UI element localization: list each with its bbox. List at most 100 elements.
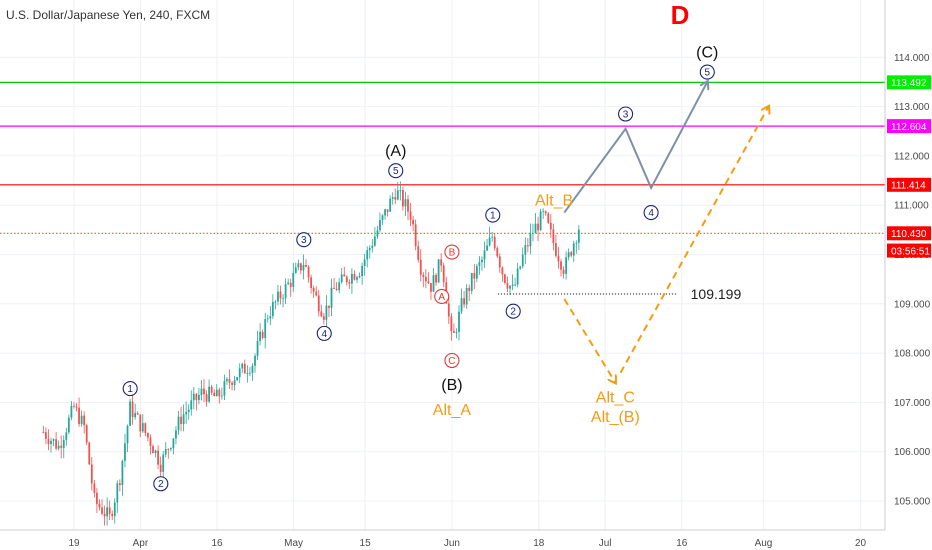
candle-body: [55, 439, 58, 449]
candle: [384, 208, 386, 220]
candle: [45, 427, 47, 445]
y-tick-label: 105.000: [894, 497, 931, 508]
candle: [106, 497, 109, 526]
candle-body: [547, 213, 550, 223]
candle-body: [376, 230, 379, 237]
candle-body: [312, 287, 315, 292]
candle-body: [361, 266, 364, 277]
candle: [368, 245, 371, 259]
candle: [187, 404, 190, 420]
candle: [287, 278, 290, 286]
candle: [297, 259, 300, 271]
price-tag: 113.492: [887, 75, 931, 90]
candle-body: [47, 438, 50, 444]
candle: [555, 235, 557, 258]
candle: [371, 238, 374, 253]
candle: [279, 285, 282, 305]
candle: [70, 401, 73, 421]
candle: [192, 386, 195, 410]
candle-body: [241, 363, 244, 369]
candle: [251, 363, 254, 381]
candle: [159, 456, 162, 477]
candle: [169, 447, 172, 452]
wave-count-label: 2: [510, 307, 516, 318]
candle-body: [287, 282, 290, 285]
x-tick-label: 16: [211, 538, 223, 549]
wave-count-label: A: [438, 292, 445, 303]
wave-count-label: 1: [127, 384, 133, 395]
wave-count-label: 3: [623, 109, 629, 120]
candle: [226, 377, 228, 385]
candle: [325, 295, 328, 330]
candle-body: [139, 414, 142, 432]
d-label: D: [671, 0, 690, 30]
candle: [379, 212, 381, 233]
candle: [310, 274, 313, 294]
candle-body: [251, 365, 254, 373]
wave-count-circle: [296, 232, 312, 248]
candle-body: [73, 405, 75, 407]
candle-body: [391, 197, 394, 199]
candle: [404, 191, 407, 216]
candle: [322, 312, 325, 325]
y-tick-label: 108.000: [894, 349, 931, 360]
price-tag: 110.430: [887, 226, 931, 241]
candle: [391, 192, 394, 205]
price-tag: 03:56:51: [887, 243, 931, 258]
candle-body: [356, 277, 358, 280]
candle-body: [305, 264, 307, 267]
candle-body: [514, 284, 517, 286]
candle-body: [351, 273, 353, 284]
candle: [300, 262, 302, 275]
candle: [481, 256, 483, 271]
projection-arrows: [563, 82, 768, 383]
candle: [460, 288, 463, 315]
candle: [233, 375, 236, 391]
candle-body: [348, 282, 351, 284]
candle-body: [450, 316, 453, 332]
candle: [422, 272, 425, 288]
candle-body: [562, 269, 565, 274]
candle: [514, 277, 517, 287]
candle: [455, 328, 458, 339]
wave-degree-label: Alt_(B): [591, 409, 640, 426]
candle: [486, 239, 488, 252]
candle-body: [159, 464, 162, 472]
candle: [317, 290, 320, 317]
candle-body: [246, 373, 249, 374]
candle: [483, 241, 486, 268]
candle: [356, 275, 358, 284]
candle: [289, 278, 292, 297]
candle-body: [519, 266, 522, 269]
candle-body: [498, 256, 501, 268]
wave-count-label: 5: [393, 166, 399, 177]
candle: [534, 213, 537, 234]
candlestick-series[interactable]: [42, 181, 580, 526]
candle-body: [468, 287, 471, 291]
candle: [496, 246, 499, 258]
candle-body: [175, 430, 177, 439]
wave-degree-label: (C): [696, 44, 718, 61]
candle: [256, 330, 259, 360]
candle-body: [537, 223, 539, 231]
candle: [468, 284, 471, 301]
candle-body: [544, 211, 547, 214]
candle: [177, 410, 180, 435]
candle-body: [427, 281, 430, 284]
candle: [93, 479, 96, 498]
wave-count-marker: 1: [122, 381, 138, 397]
y-tick-label: 109.000: [894, 299, 931, 310]
candle-body: [42, 431, 45, 433]
candle-body: [124, 443, 126, 461]
candle-body: [93, 483, 96, 493]
grid-lines: [0, 0, 885, 530]
candle-body: [373, 236, 376, 246]
wave-count-circle: [643, 205, 659, 221]
candle: [414, 219, 417, 251]
candle-body: [259, 331, 262, 342]
candle-body: [511, 284, 514, 286]
candle: [419, 249, 422, 282]
candle: [190, 390, 193, 416]
candle-body: [447, 303, 450, 317]
